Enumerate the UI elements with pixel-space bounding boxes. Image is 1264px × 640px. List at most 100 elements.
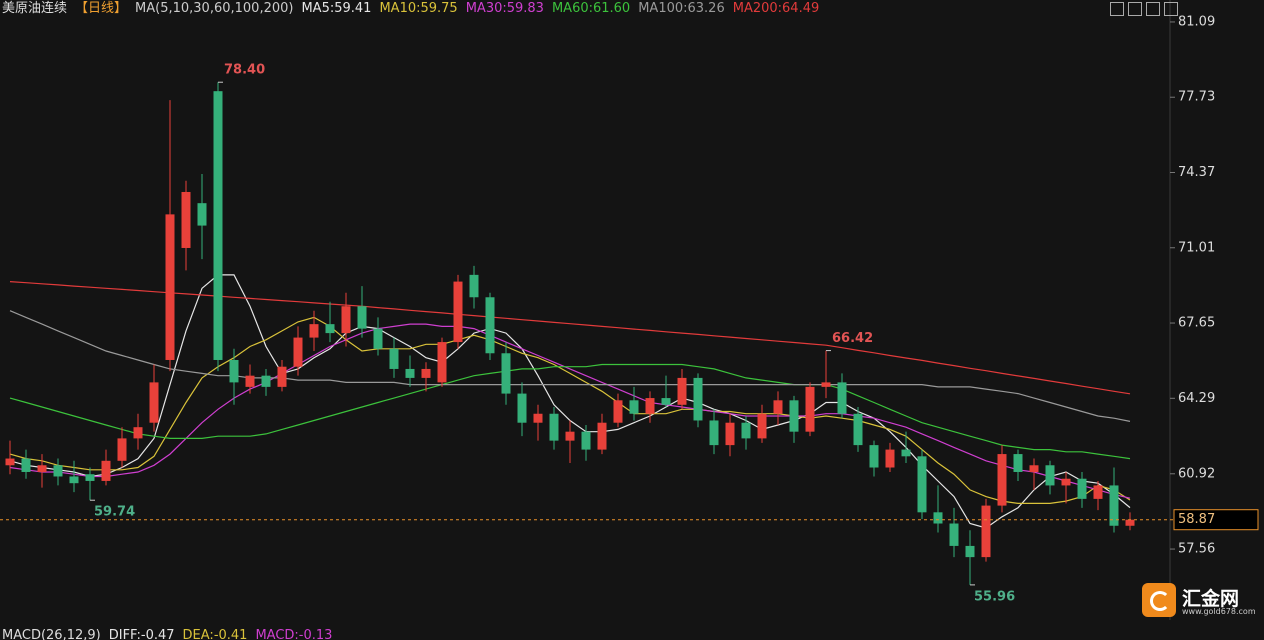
candle-body (69, 476, 79, 484)
candle-body (405, 368, 415, 378)
candle-body (981, 505, 991, 558)
tool-icon[interactable] (1110, 2, 1124, 16)
macd-value: DEA:-0.41 (182, 628, 248, 640)
logo-icon (1142, 583, 1176, 617)
legend-entry: MA200:64.49 (732, 1, 820, 16)
title: 美原油连续 (2, 1, 68, 16)
candle-body (469, 274, 479, 298)
candle-body (453, 281, 463, 343)
candle-body (645, 398, 655, 414)
y-tick-label: 67.65 (1178, 316, 1215, 331)
candle-body (613, 400, 623, 423)
macd-value: DIFF:-0.47 (108, 628, 175, 640)
candle-body (1109, 485, 1119, 526)
candle-body (1077, 478, 1087, 499)
candle-body (309, 324, 319, 338)
candle-body (133, 427, 143, 439)
legend-entry: MA60:61.60 (551, 1, 631, 16)
candle-body (277, 366, 287, 387)
candle-body (1093, 485, 1103, 499)
y-tick-label: 71.01 (1178, 240, 1215, 255)
candle-body (533, 413, 543, 423)
candle-body (757, 413, 767, 439)
candle-body (181, 191, 191, 248)
candle-body (501, 353, 511, 394)
legend-entry: MA100:63.26 (638, 1, 725, 16)
ma-line (9, 323, 1131, 499)
candle-body (997, 454, 1007, 506)
overlay: 58.87 78.40 59.74 66.42 55.96 (0, 63, 1259, 604)
candle-body (597, 422, 607, 450)
candle-body (837, 382, 847, 414)
candle-body (517, 393, 527, 423)
candle-body (117, 438, 127, 461)
candle-body (325, 324, 335, 334)
candle-body (373, 328, 383, 349)
candle-body (389, 348, 399, 369)
candle-body (885, 449, 895, 468)
candle-body (21, 458, 31, 472)
annotation: 78.40 (224, 63, 265, 78)
legend-entry: MA10:59.75 (379, 1, 458, 16)
y-tick-label: 64.29 (1178, 391, 1215, 406)
logo: 汇金网 www.gold678.com (1142, 582, 1260, 618)
candles (5, 82, 1135, 585)
indicator: MA(5,10,30,60,100,200) (135, 1, 294, 16)
candle-body (1045, 465, 1055, 486)
candle-body (1061, 478, 1071, 486)
candle-body (901, 449, 911, 457)
y-tick-label: 77.73 (1178, 90, 1215, 105)
candle-body (1029, 465, 1039, 472)
last-price-box (1173, 509, 1259, 531)
candle-body (1013, 454, 1023, 472)
candle-body (773, 400, 783, 414)
logo-url: www.gold678.com (1182, 607, 1256, 616)
candle-body (789, 400, 799, 432)
candle-body (693, 377, 703, 421)
candle-body (437, 342, 447, 383)
candle-body (805, 386, 815, 432)
candle-body (549, 413, 559, 441)
candle-body (149, 382, 159, 423)
annotation: 55.96 (974, 589, 1015, 604)
candle-body (741, 422, 751, 439)
candle-body (677, 377, 687, 405)
candle-body (629, 400, 639, 414)
candle-body (821, 382, 831, 387)
candle-body (229, 359, 239, 383)
candle-body (581, 431, 591, 450)
candle-body (869, 445, 879, 468)
macd-value: MACD:-0.13 (255, 628, 333, 640)
tool-icon[interactable] (1128, 2, 1142, 16)
ma-line (9, 316, 1131, 504)
ma-line (9, 363, 1131, 460)
tool-icon[interactable] (1146, 2, 1160, 16)
candle-body (709, 420, 719, 446)
candle-body (213, 91, 223, 360)
candle-body (661, 398, 671, 405)
candle-body (949, 523, 959, 546)
annotation: 66.42 (832, 331, 873, 346)
tool-icon[interactable] (1164, 2, 1178, 16)
candle-body (421, 368, 431, 378)
candle-body (725, 422, 735, 446)
ma-line (9, 281, 1131, 395)
candle-body (5, 458, 15, 466)
candle-body (293, 337, 303, 367)
candle-body (933, 512, 943, 524)
ma-line (9, 274, 1131, 529)
candle-body (261, 375, 271, 387)
toolbar (1110, 2, 1178, 16)
y-axis: 81.09 77.73 74.37 71.01 67.65 64.29 60.92 57.56 (1170, 14, 1215, 557)
candle-body (485, 297, 495, 354)
y-tick-label: 57.56 (1178, 542, 1215, 557)
y-tick-label: 60.92 (1178, 466, 1215, 481)
ma-line (9, 310, 1131, 422)
candle-body (917, 456, 927, 513)
candle-body (101, 460, 111, 481)
y-tick-label: 81.09 (1178, 14, 1215, 29)
candle-body (965, 545, 975, 558)
candle-body (53, 465, 63, 477)
